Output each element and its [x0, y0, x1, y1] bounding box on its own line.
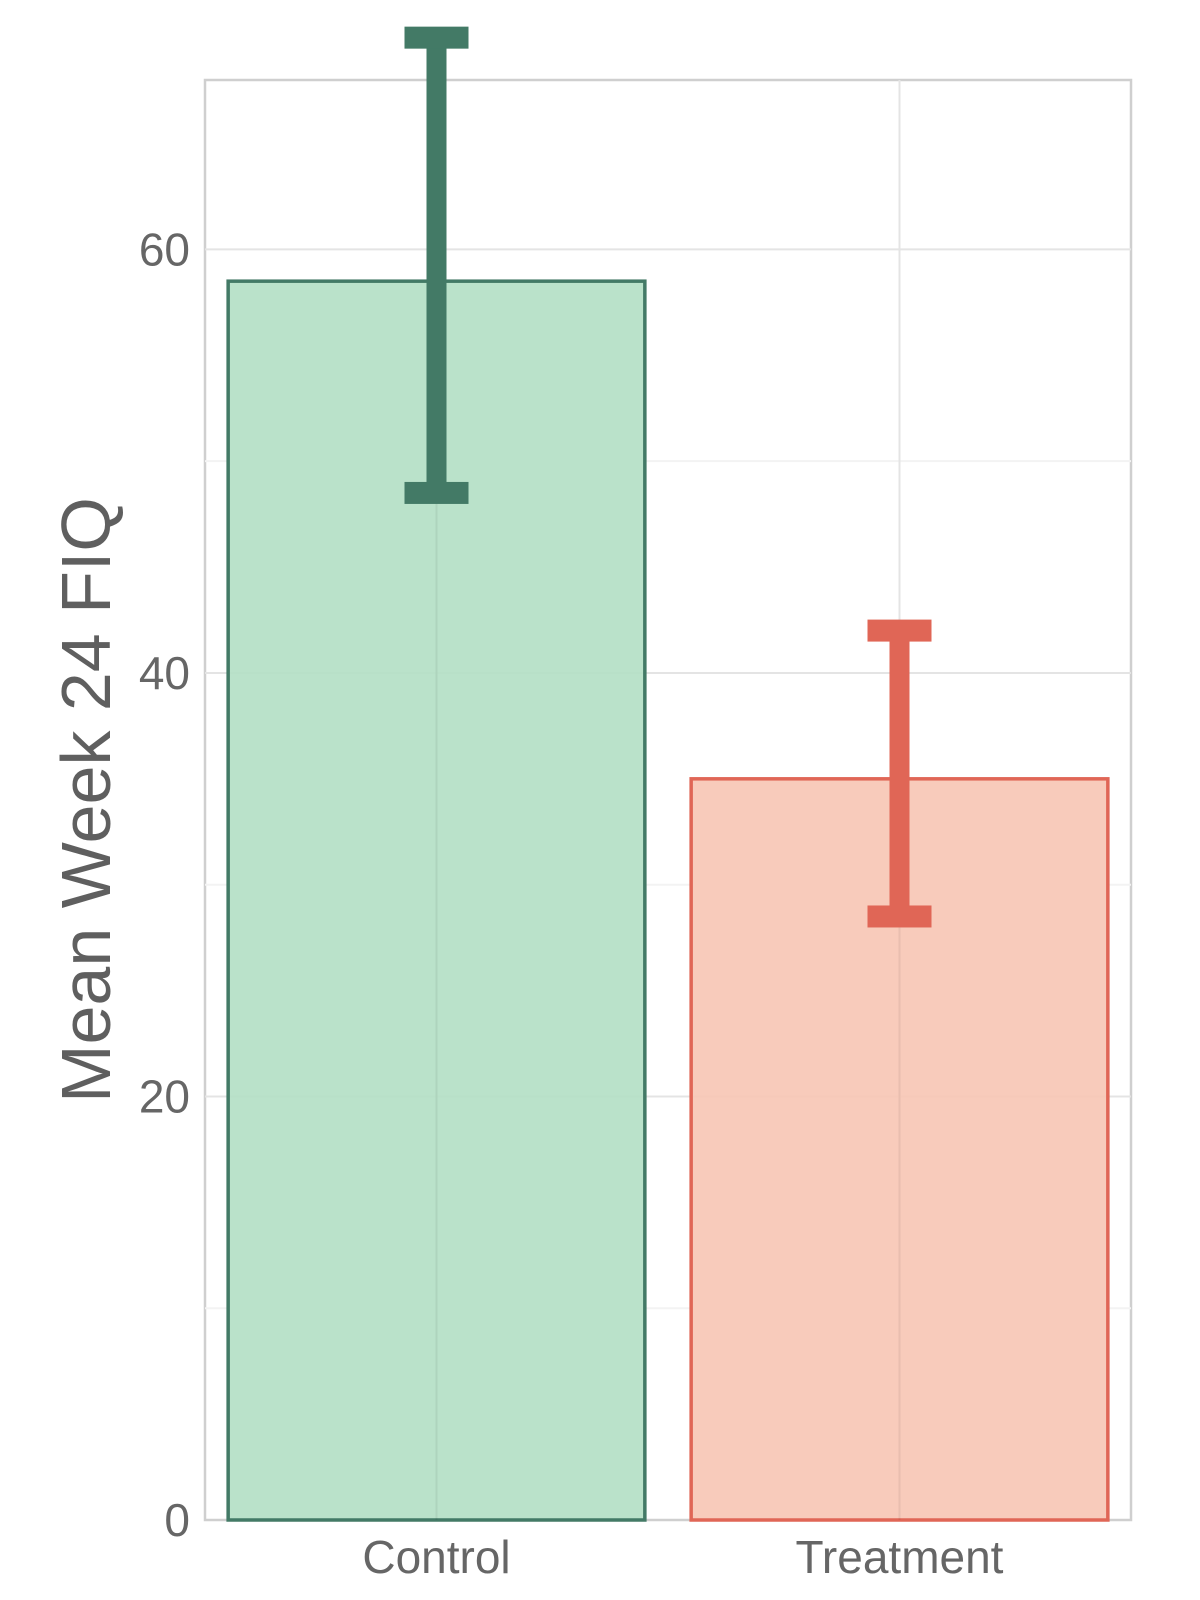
y-tick-label: 0: [164, 1494, 190, 1546]
error-cap-upper-treatment: [867, 619, 932, 642]
error-bars: [404, 26, 932, 928]
error-bar-treatment: [889, 630, 910, 917]
y-tick-label: 60: [139, 223, 190, 275]
y-axis-ticks: 0 20 40 60: [139, 223, 190, 1546]
x-tick-label: Control: [362, 1531, 510, 1583]
y-tick-label: 40: [139, 647, 190, 699]
error-cap-lower-control: [404, 481, 469, 504]
y-axis-title: Mean Week 24 FIQ: [47, 497, 125, 1103]
x-tick-label: Treatment: [796, 1531, 1004, 1583]
y-tick-label: 20: [139, 1070, 190, 1122]
x-axis-ticks: Control Treatment: [362, 1531, 1003, 1583]
error-cap-upper-control: [404, 26, 469, 49]
error-cap-lower-treatment: [867, 905, 932, 928]
error-bar-control: [426, 37, 447, 493]
